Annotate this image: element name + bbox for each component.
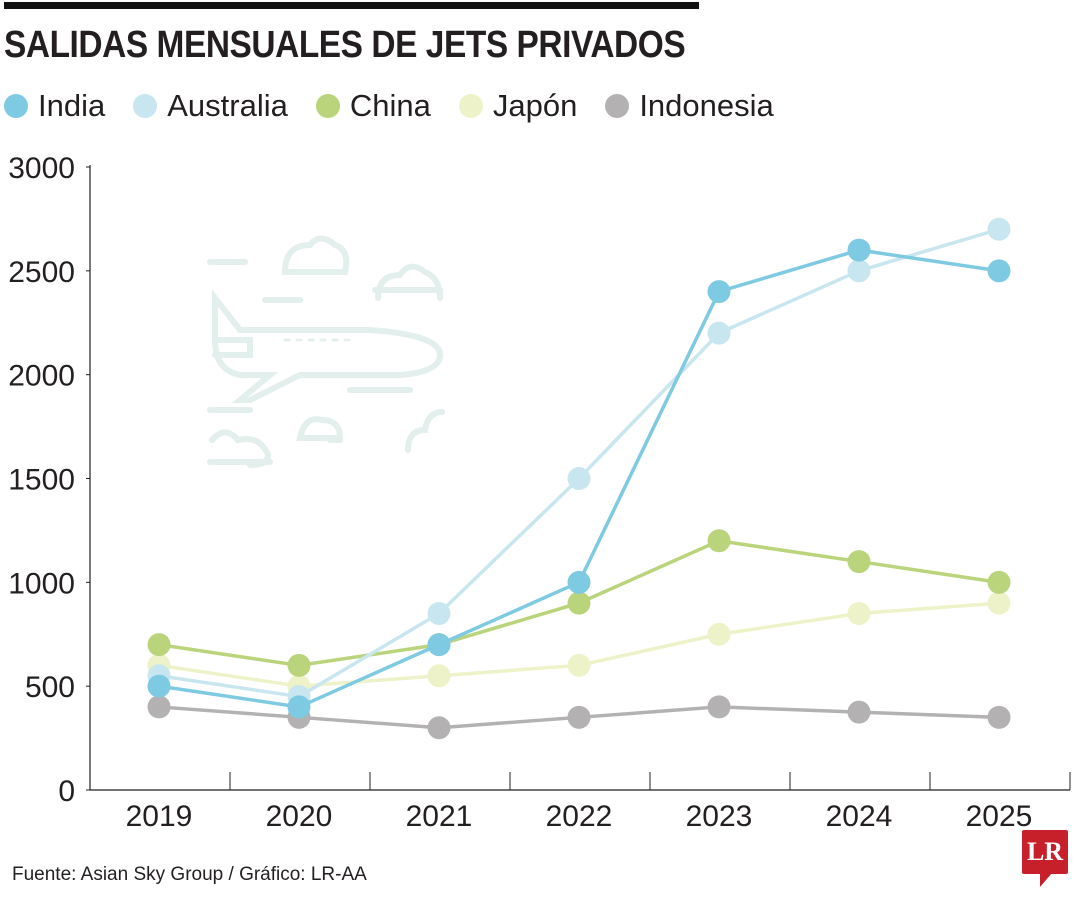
legend-label: China [349, 88, 431, 123]
y-tick-label: 1000 [8, 567, 75, 600]
legend-marker [133, 94, 158, 118]
airplane-illustration-icon [207, 235, 445, 468]
legend-item-india: India [4, 88, 105, 124]
y-tick-label: 2500 [8, 256, 75, 289]
data-point [987, 705, 1011, 729]
y-tick-label: 500 [25, 671, 75, 704]
series-india [147, 238, 1011, 719]
legend-marker [315, 94, 340, 118]
legend: India Australia China Japón Indonesia [4, 88, 802, 124]
legend-item-australia: Australia [133, 88, 288, 124]
y-tick-label: 2000 [8, 360, 75, 393]
x-tick-label: 2024 [826, 800, 893, 833]
data-point [707, 280, 731, 304]
x-tick-label: 2025 [966, 800, 1033, 833]
data-point [147, 695, 171, 719]
data-point [427, 633, 451, 657]
data-point [567, 705, 591, 729]
legend-label: Australia [167, 88, 288, 123]
legend-item-japón: Japón [458, 88, 578, 124]
data-point [567, 591, 591, 615]
legend-item-indonesia: Indonesia [605, 88, 774, 124]
legend-label: India [38, 88, 106, 123]
source-note: Fuente: Asian Sky Group / Gráfico: LR-AA [12, 864, 367, 885]
plane-stroke [212, 289, 444, 403]
data-point [987, 259, 1011, 283]
data-point [847, 238, 871, 262]
legend-marker [605, 94, 630, 118]
legend-marker [458, 94, 483, 118]
data-point [847, 700, 871, 724]
legend-marker [4, 94, 28, 118]
data-point [707, 622, 731, 646]
data-point [147, 633, 171, 657]
legend-label: Indonesia [639, 88, 774, 123]
data-point [427, 664, 451, 688]
data-point [707, 695, 731, 719]
plane-stroke [281, 235, 350, 275]
plane-stroke [209, 429, 272, 468]
x-tick-label: 2022 [546, 800, 613, 833]
data-point [987, 570, 1011, 594]
top-rule [4, 2, 699, 9]
data-point [427, 601, 451, 625]
data-point [567, 570, 591, 594]
plane-stroke [375, 263, 443, 301]
plane-stroke [405, 409, 445, 453]
y-tick-label: 3000 [8, 152, 75, 185]
data-point [567, 653, 591, 677]
data-point [567, 467, 591, 490]
data-point [847, 550, 871, 574]
data-point [987, 591, 1011, 615]
data-point [287, 653, 311, 677]
logo-text: LR [1026, 837, 1064, 866]
x-tick-label: 2019 [126, 800, 193, 833]
legend-item-china: China [315, 88, 431, 124]
data-point [987, 217, 1011, 241]
lr-logo: LR [1022, 830, 1068, 887]
y-tick-label: 0 [58, 775, 75, 808]
data-point [707, 321, 731, 345]
x-tick-label: 2020 [266, 800, 333, 833]
data-point [847, 601, 871, 625]
legend-label: Japón [492, 88, 578, 123]
data-point [707, 529, 731, 553]
plane-stroke [296, 416, 344, 441]
series-australia [147, 217, 1011, 709]
data-point [847, 259, 871, 283]
chart-title: SALIDAS MENSUALES DE JETS PRIVADOS [4, 24, 686, 66]
data-point [147, 674, 171, 698]
x-tick-label: 2021 [406, 800, 473, 833]
data-point [427, 716, 451, 740]
data-point [287, 695, 311, 719]
y-tick-label: 1500 [8, 464, 75, 497]
plane-stroke [212, 337, 253, 358]
x-tick-label: 2023 [686, 800, 753, 833]
